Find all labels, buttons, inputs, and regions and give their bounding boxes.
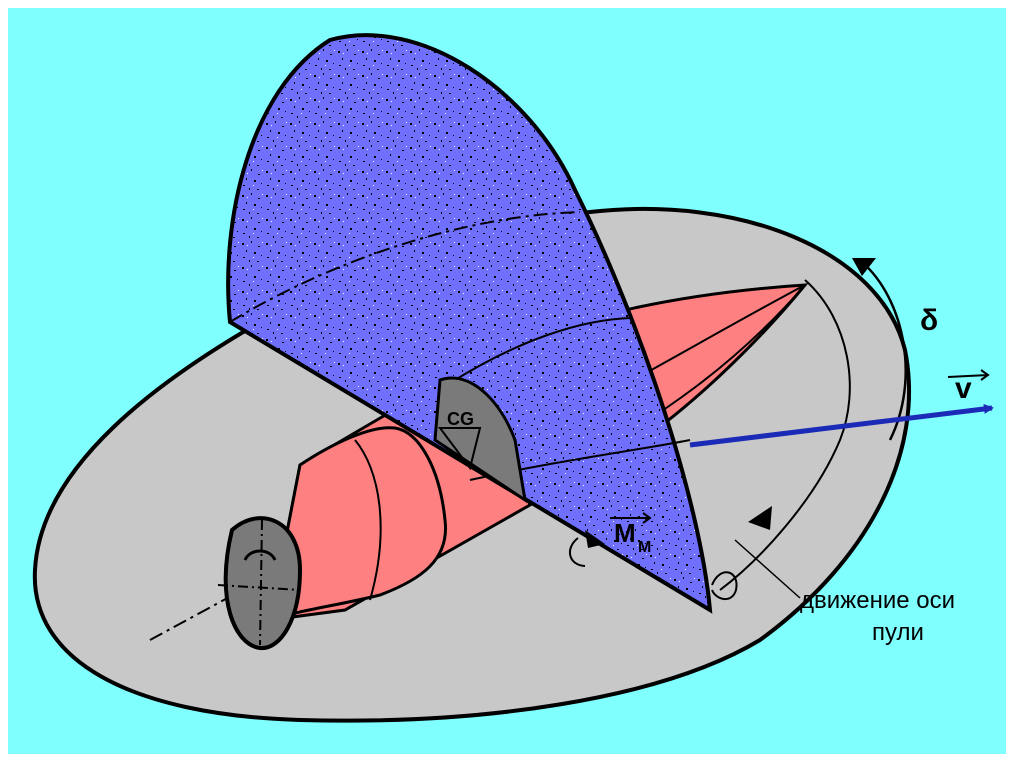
moment-arrow — [585, 530, 605, 548]
bullet-rear-band — [268, 426, 448, 623]
caption-line-1: движение оси — [800, 587, 955, 614]
cg-cutaway — [433, 376, 528, 504]
bullet-base-cutaway — [223, 516, 303, 651]
bullet-rear-band-line — [354, 439, 382, 601]
axis-motion-arrowhead — [748, 506, 772, 530]
vertical-plane-arc — [229, 211, 581, 323]
base-crosshair — [217, 519, 301, 646]
velocity-arrow — [689, 404, 994, 448]
velocity-vector-bar — [947, 369, 990, 381]
moment-vector-bar — [610, 512, 652, 524]
precession-path — [719, 279, 851, 591]
vertical-plane — [226, 33, 713, 614]
cg-marker — [438, 427, 482, 471]
moment-label: M M — [610, 512, 652, 556]
spin-arrow-icon — [243, 549, 277, 561]
velocity-symbol: v — [955, 372, 972, 405]
moment-subscript: M — [638, 539, 651, 556]
axis-motion-leader — [734, 539, 801, 599]
small-rotation-mark — [711, 571, 738, 600]
velocity-label: v — [947, 369, 990, 405]
cg-label: CG — [447, 409, 474, 429]
delta-label: δ — [920, 304, 938, 337]
delta-arrowhead — [852, 258, 876, 276]
caption-line-2: пули — [872, 619, 924, 646]
moment-rotation-icon — [569, 537, 586, 567]
moment-symbol: M — [614, 518, 636, 548]
